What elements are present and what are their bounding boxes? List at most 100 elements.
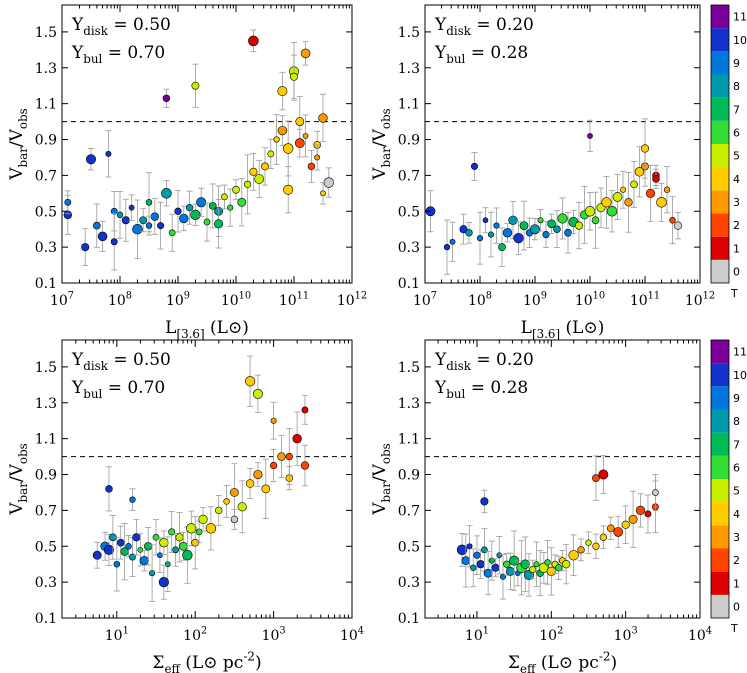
x-tick-label: 101​ <box>105 626 129 644</box>
x-tick-label: 1010​ <box>575 291 605 309</box>
data-point <box>116 538 125 547</box>
data-point <box>465 229 473 237</box>
data-point <box>254 174 265 184</box>
data-point <box>577 546 585 554</box>
y-tick-label: 1.3 <box>398 396 420 412</box>
data-point <box>320 190 326 197</box>
data-point <box>270 417 277 424</box>
data-point <box>466 543 473 550</box>
data-point <box>624 198 633 207</box>
data-point <box>301 406 309 414</box>
data-point <box>613 527 624 537</box>
data-point <box>482 217 489 224</box>
colorbar-segment <box>711 236 729 260</box>
data-point <box>164 561 171 568</box>
data-point <box>476 560 485 569</box>
plot-frame <box>424 339 701 619</box>
data-point <box>139 555 149 566</box>
data-point <box>174 207 182 215</box>
y-tick-label: 1.5 <box>398 360 420 376</box>
panel-top-right: 0.1 0.3 0.5 0.7 0.9 1.1 1.3 1.5 107​ 108​ 109​ 1010… <box>370 4 715 341</box>
data-point <box>152 533 160 541</box>
data-point <box>513 233 524 244</box>
data-point <box>179 213 189 224</box>
data-point <box>656 197 667 208</box>
colorbar-tick-label: 11 <box>733 11 747 24</box>
data-point <box>300 48 311 59</box>
colorbar-segment <box>711 340 729 364</box>
data-point <box>564 228 572 237</box>
colorbar-top: 0 1 2 3 4 5 6 7 8 9 10 11 T <box>710 4 747 300</box>
colorbar-segment <box>711 455 729 479</box>
data-point <box>537 217 544 224</box>
data-point <box>634 167 645 177</box>
y-axis-label: Vbar/Vobs​ <box>7 108 30 181</box>
y-tick-label: 1.1 <box>398 432 420 448</box>
data-point <box>249 167 258 176</box>
data-point <box>606 205 618 217</box>
data-point <box>121 216 130 225</box>
annotation: Υbul = 0.70 <box>71 378 165 401</box>
data-point <box>198 514 208 524</box>
colorbar-tick-label: 8 <box>733 415 740 428</box>
data-point <box>277 86 288 97</box>
data-point <box>461 556 471 565</box>
colorbar-tick-label: 9 <box>733 57 740 70</box>
data-point <box>612 192 623 202</box>
data-point <box>292 433 302 444</box>
colorbar-segment <box>711 190 729 214</box>
data-point <box>529 224 541 235</box>
colorbar-segment <box>711 97 729 121</box>
y-tick-label: 0.1 <box>398 611 420 627</box>
data-point <box>630 180 638 189</box>
annotation: Υdisk = 0.50 <box>71 15 171 38</box>
data-point <box>237 197 247 207</box>
data-point <box>480 497 489 506</box>
data-point <box>215 506 223 515</box>
data-point <box>223 498 230 505</box>
data-point <box>110 238 118 246</box>
data-point <box>168 528 176 536</box>
data-point <box>574 221 584 230</box>
x-tick-label: 107​ <box>50 291 74 309</box>
data-point <box>544 559 551 566</box>
x-tick-label: 109​ <box>523 291 547 309</box>
colorbar-segment <box>711 571 729 595</box>
data-point <box>143 542 153 551</box>
data-point <box>125 543 132 550</box>
colorbar-tick-label: 0 <box>733 265 740 278</box>
panel-top-left: 0.1 0.3 0.5 0.7 0.9 1.1 1.3 1.5 107​ 108​ 109​ 1010… <box>7 4 367 341</box>
colorbar-tick-label: 4 <box>733 173 740 186</box>
y-tick-label: 1.5 <box>398 25 420 41</box>
annotation: Υdisk = 0.50 <box>71 350 171 373</box>
data-point <box>290 72 298 81</box>
data-points <box>456 455 659 600</box>
data-point <box>628 514 638 524</box>
y-tick-label: 0.1 <box>398 276 420 292</box>
y-tick-label: 0.3 <box>35 575 57 591</box>
data-point <box>302 133 309 139</box>
colorbar-tick-label: 10 <box>733 369 747 382</box>
data-points <box>63 29 334 271</box>
data-point <box>253 469 263 480</box>
data-point <box>456 544 468 556</box>
x-tick-label: 109​ <box>166 291 190 309</box>
data-point <box>129 553 136 561</box>
colorbar-tick-label: 7 <box>733 103 740 116</box>
data-point <box>640 144 650 153</box>
data-point <box>132 533 141 542</box>
data-point <box>493 222 500 229</box>
data-point <box>584 206 596 217</box>
data-point <box>592 474 600 482</box>
colorbar-label: T <box>730 622 738 635</box>
data-point <box>587 133 593 139</box>
x-tick-label: 102​ <box>539 626 563 644</box>
data-point <box>150 212 159 221</box>
y-tick-label: 1.5 <box>35 360 57 376</box>
data-point <box>592 542 600 550</box>
data-point <box>158 577 169 588</box>
y-tick-label: 0.3 <box>398 575 420 591</box>
data-point <box>599 533 607 541</box>
data-point <box>105 485 113 493</box>
data-point <box>105 150 112 157</box>
